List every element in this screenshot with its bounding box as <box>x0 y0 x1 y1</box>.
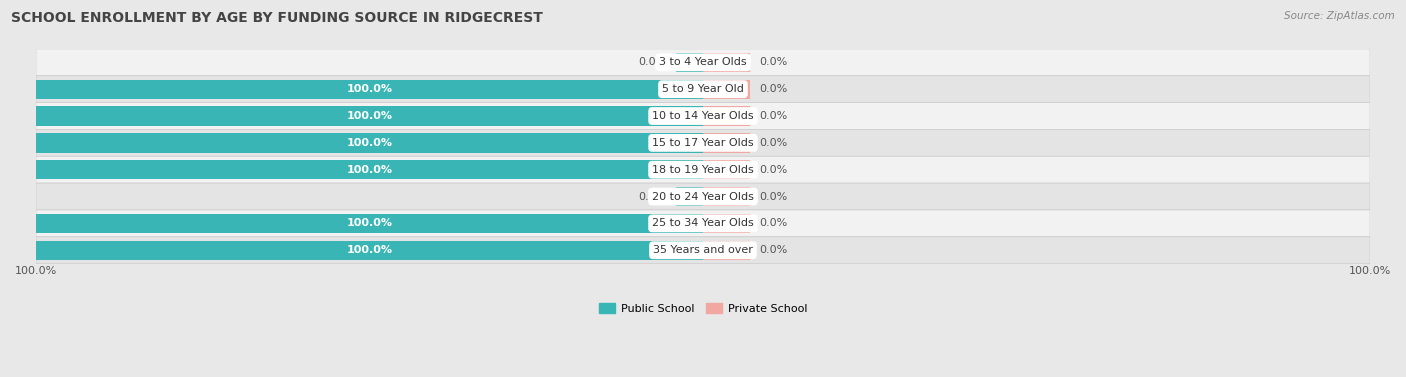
Bar <box>703 187 749 206</box>
Bar <box>703 133 749 153</box>
Text: 100.0%: 100.0% <box>346 111 392 121</box>
Bar <box>676 53 703 72</box>
Text: 0.0%: 0.0% <box>638 192 666 202</box>
FancyBboxPatch shape <box>37 129 1369 156</box>
Text: 15 to 17 Year Olds: 15 to 17 Year Olds <box>652 138 754 148</box>
Bar <box>37 80 703 99</box>
Text: 0.0%: 0.0% <box>759 111 787 121</box>
Text: 18 to 19 Year Olds: 18 to 19 Year Olds <box>652 165 754 175</box>
Bar <box>37 214 703 233</box>
Text: 20 to 24 Year Olds: 20 to 24 Year Olds <box>652 192 754 202</box>
FancyBboxPatch shape <box>37 49 1369 76</box>
Text: 10 to 14 Year Olds: 10 to 14 Year Olds <box>652 111 754 121</box>
FancyBboxPatch shape <box>37 103 1369 129</box>
Text: 25 to 34 Year Olds: 25 to 34 Year Olds <box>652 218 754 228</box>
Bar <box>703 160 749 179</box>
FancyBboxPatch shape <box>37 156 1369 183</box>
Text: 100.0%: 100.0% <box>346 218 392 228</box>
Bar <box>703 241 749 260</box>
Text: 5 to 9 Year Old: 5 to 9 Year Old <box>662 84 744 94</box>
Text: Source: ZipAtlas.com: Source: ZipAtlas.com <box>1284 11 1395 21</box>
Bar <box>37 106 703 126</box>
FancyBboxPatch shape <box>37 237 1369 264</box>
FancyBboxPatch shape <box>37 183 1369 210</box>
Bar <box>37 241 703 260</box>
Text: SCHOOL ENROLLMENT BY AGE BY FUNDING SOURCE IN RIDGECREST: SCHOOL ENROLLMENT BY AGE BY FUNDING SOUR… <box>11 11 543 25</box>
Text: 100.0%: 100.0% <box>346 165 392 175</box>
Bar <box>703 106 749 126</box>
Text: 0.0%: 0.0% <box>759 57 787 67</box>
Text: 100.0%: 100.0% <box>346 245 392 255</box>
Bar <box>703 53 749 72</box>
Text: 0.0%: 0.0% <box>759 245 787 255</box>
Text: 100.0%: 100.0% <box>346 138 392 148</box>
Text: 0.0%: 0.0% <box>638 57 666 67</box>
Bar <box>703 214 749 233</box>
Bar <box>676 187 703 206</box>
Legend: Public School, Private School: Public School, Private School <box>595 299 811 318</box>
Text: 3 to 4 Year Olds: 3 to 4 Year Olds <box>659 57 747 67</box>
Bar <box>703 80 749 99</box>
Text: 0.0%: 0.0% <box>759 192 787 202</box>
Text: 0.0%: 0.0% <box>759 84 787 94</box>
Text: 100.0%: 100.0% <box>346 84 392 94</box>
Bar <box>37 160 703 179</box>
Text: 0.0%: 0.0% <box>759 218 787 228</box>
Text: 35 Years and over: 35 Years and over <box>652 245 754 255</box>
Text: 0.0%: 0.0% <box>759 138 787 148</box>
Bar <box>37 133 703 153</box>
FancyBboxPatch shape <box>37 76 1369 103</box>
Text: 0.0%: 0.0% <box>759 165 787 175</box>
FancyBboxPatch shape <box>37 210 1369 237</box>
